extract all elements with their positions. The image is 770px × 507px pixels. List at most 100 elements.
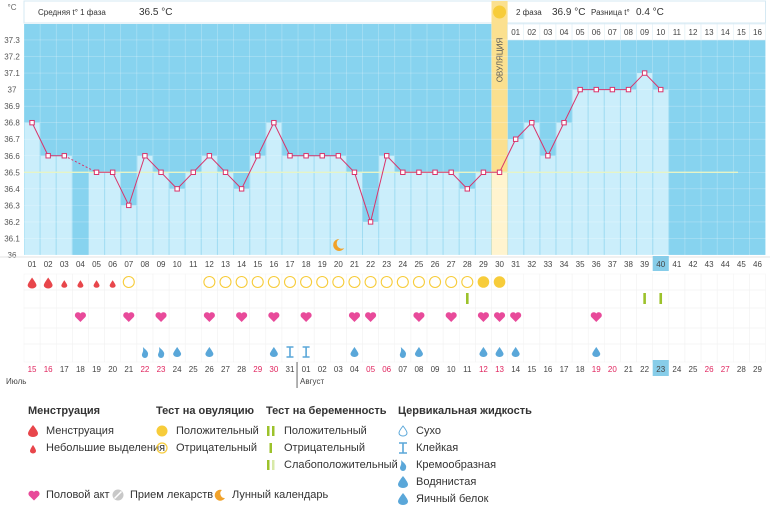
date-label: 27 xyxy=(721,365,730,374)
ovtest-negative-icon xyxy=(429,275,442,289)
marker-grid-cell xyxy=(104,327,121,345)
temp-column xyxy=(24,122,40,256)
post-ov-day-label: 02 xyxy=(527,28,536,37)
post-ov-day-label: 01 xyxy=(511,28,520,37)
temp-column xyxy=(427,172,443,255)
marker-grid-cell xyxy=(442,343,460,363)
marker-grid-cell xyxy=(684,289,702,309)
legend-menstruation-label: Менструация xyxy=(46,424,114,437)
cycle-day-label: 16 xyxy=(269,260,278,269)
marker-grid-cell xyxy=(652,273,670,291)
marker-grid-cell xyxy=(700,327,718,345)
legend-spotting-label: Небольшие выделения xyxy=(46,441,166,454)
marker-grid-cell xyxy=(716,273,734,291)
marker-grid-cell xyxy=(378,327,396,345)
heart-icon xyxy=(590,312,602,322)
legend-lunar-label: Лунный календарь xyxy=(232,489,329,501)
cycle-day-label: 39 xyxy=(640,260,649,269)
post-ov-day-label: 03 xyxy=(543,28,552,37)
date-label: 23 xyxy=(656,365,665,374)
marker-grid-cell xyxy=(249,343,267,363)
highlight-date-cell xyxy=(652,360,669,376)
marker-grid-cell xyxy=(249,289,267,309)
y-tick-label: 36.6 xyxy=(4,152,20,161)
date-label: 19 xyxy=(92,365,101,374)
marker-grid-cell xyxy=(249,307,267,329)
cycle-day-label: 21 xyxy=(350,260,359,269)
temp-point xyxy=(480,169,487,176)
date-label: 15 xyxy=(28,365,37,374)
cm-creamy-icon xyxy=(400,459,407,471)
marker-grid-cell xyxy=(652,307,670,329)
date-label: 17 xyxy=(60,365,69,374)
marker-grid-cell xyxy=(184,327,202,345)
marker-grid-cell xyxy=(475,289,492,309)
date-label: 22 xyxy=(140,365,149,374)
highlight-day-cell xyxy=(652,256,669,271)
ovtest-negative-icon xyxy=(332,275,345,289)
marker-grid-cell xyxy=(523,273,541,291)
pregtest-negative-icon xyxy=(466,293,469,304)
marker-grid-cell xyxy=(539,273,557,291)
legend-sex-label: Половой акт xyxy=(46,489,110,501)
temp-line-segment xyxy=(273,122,291,156)
temp-point xyxy=(206,153,213,159)
marker-grid-cell xyxy=(55,327,73,345)
legend-ovtest-pos-label: Положительный xyxy=(176,424,259,437)
marker-grid-cell xyxy=(700,307,718,329)
marker-grid-cell xyxy=(749,289,766,309)
marker-grid-cell xyxy=(749,327,766,345)
marker-grid-cell xyxy=(346,327,363,345)
y-tick-label: 36 xyxy=(8,251,17,260)
ovtest-negative-icon xyxy=(412,275,425,289)
temp-point xyxy=(45,153,51,159)
marker-grid-cell xyxy=(684,343,702,363)
date-label: 18 xyxy=(576,365,585,374)
legend-meds: Прием лекарств xyxy=(112,489,213,501)
date-label: 08 xyxy=(414,365,423,374)
marker-grid-cell xyxy=(249,327,267,345)
date-label: 07 xyxy=(398,365,407,374)
heart-icon xyxy=(445,312,457,322)
temp-point xyxy=(384,153,390,159)
marker-grid-cell xyxy=(475,327,492,345)
marker-grid-cell xyxy=(410,289,428,309)
cm-creamy-icon xyxy=(158,347,165,358)
marker-grid-cell xyxy=(571,343,589,363)
marker-grid-cell xyxy=(201,327,218,345)
marker-grid-cell xyxy=(668,327,686,345)
marker-grid-cell xyxy=(394,289,412,309)
marker-grid-cell xyxy=(571,273,589,291)
marker-grid-cell xyxy=(620,307,637,329)
temp-column xyxy=(491,172,508,255)
legend-cm-eggwhite-label: Яичный белок xyxy=(416,492,489,505)
marker-grid-cell xyxy=(330,307,347,329)
marker-grid-cell xyxy=(426,289,444,309)
cycle-day-label: 07 xyxy=(124,260,133,269)
temp-point xyxy=(561,119,567,126)
cm-watery-icon xyxy=(350,347,359,357)
marker-grid-cell xyxy=(362,327,379,345)
marker-grid-cell xyxy=(555,327,573,345)
temp-point xyxy=(222,169,229,176)
y-tick-label: 36.7 xyxy=(4,135,20,144)
temp-point xyxy=(593,86,599,93)
marker-grid-cell xyxy=(217,289,234,309)
marker-grid-cell xyxy=(39,327,57,345)
cm-watery-icon xyxy=(398,475,408,488)
marker-grid-cell xyxy=(88,289,105,309)
marker-grid-cell xyxy=(652,327,670,345)
legend-meds-label: Прием лекарств xyxy=(130,489,214,501)
y-tick-label: 36.5 xyxy=(4,168,20,177)
post-ov-day-label: 16 xyxy=(753,28,762,37)
marker-grid-cell xyxy=(39,307,57,329)
marker-grid-cell xyxy=(55,307,73,329)
ovtest-negative-icon xyxy=(251,275,264,289)
heart-icon xyxy=(268,312,280,322)
temp-point xyxy=(319,153,325,159)
marker-grid-cell xyxy=(442,327,460,345)
legend-ovulation-test: Тест на овуляцию Положительный Отрицател… xyxy=(156,405,259,456)
marker-grid-cell xyxy=(684,327,702,345)
phase1-label: Средняя t° 1 фаза xyxy=(38,8,106,17)
heart-icon xyxy=(477,312,489,322)
